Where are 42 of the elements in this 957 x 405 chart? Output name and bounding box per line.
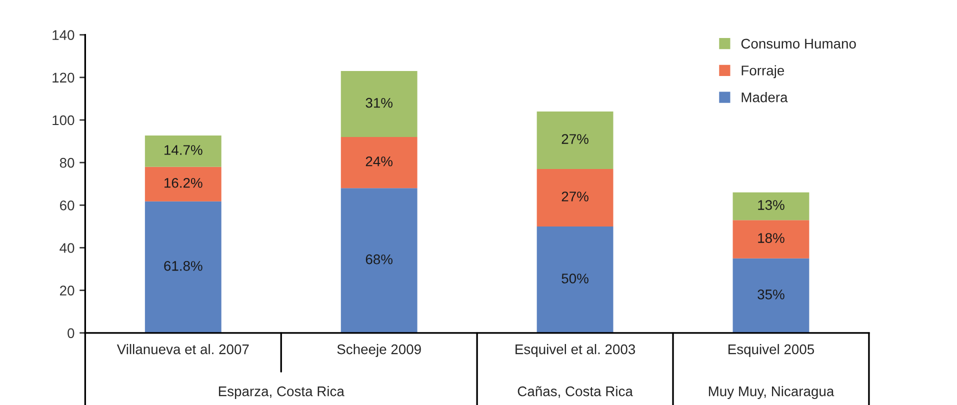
y-tick-label: 140 <box>52 30 74 40</box>
bar <box>732 192 810 220</box>
bar <box>340 137 418 188</box>
y-tick-label: 80 <box>60 158 74 168</box>
bar <box>144 201 222 333</box>
y-tick-label: 120 <box>52 72 74 83</box>
x-tick-label: Scheeje 2009 <box>337 344 421 357</box>
bar <box>144 166 222 202</box>
data-label: 16.2% <box>164 178 202 188</box>
bar <box>340 71 418 138</box>
y-tick-label: 20 <box>60 286 74 296</box>
data-label: 50% <box>562 274 588 284</box>
data-label: 68% <box>366 254 392 264</box>
y-tick-label: 40 <box>60 243 74 253</box>
bar <box>536 111 614 169</box>
text: Esparza, Costa Rica <box>218 386 344 399</box>
data-label: 31% <box>366 98 392 108</box>
y-tick-label: 100 <box>52 115 74 126</box>
legend-label: Forraje <box>742 65 784 78</box>
data-label: 18% <box>758 233 784 243</box>
text: Cañas, Costa Rica <box>518 386 633 398</box>
x-tick-label: Villanueva et al. 2007 <box>116 344 249 354</box>
bar <box>340 188 418 333</box>
data-label: 24% <box>366 156 392 166</box>
data-label: 14.7% <box>164 145 202 155</box>
legend-label: Consumo Humano <box>741 38 856 49</box>
x-tick-label: Esquivel 2005 <box>728 344 814 357</box>
data-label: 13% <box>758 200 784 210</box>
legend-label: Madera <box>742 92 788 102</box>
data-label: 27% <box>562 134 588 144</box>
bar <box>732 258 810 333</box>
y-tick-label: 0 <box>68 328 74 338</box>
data-label: 35% <box>758 290 784 300</box>
x-tick-label: Esquivel et al. 2003 <box>516 344 636 357</box>
y-tick-label: 60 <box>60 200 74 210</box>
bar <box>536 168 614 226</box>
text: Muy Muy, Nicaragua <box>708 386 834 399</box>
bar <box>536 226 614 333</box>
data-label: 61.8% <box>164 261 202 271</box>
bar <box>144 136 222 167</box>
bar <box>732 220 810 258</box>
data-label: 27% <box>562 192 588 202</box>
